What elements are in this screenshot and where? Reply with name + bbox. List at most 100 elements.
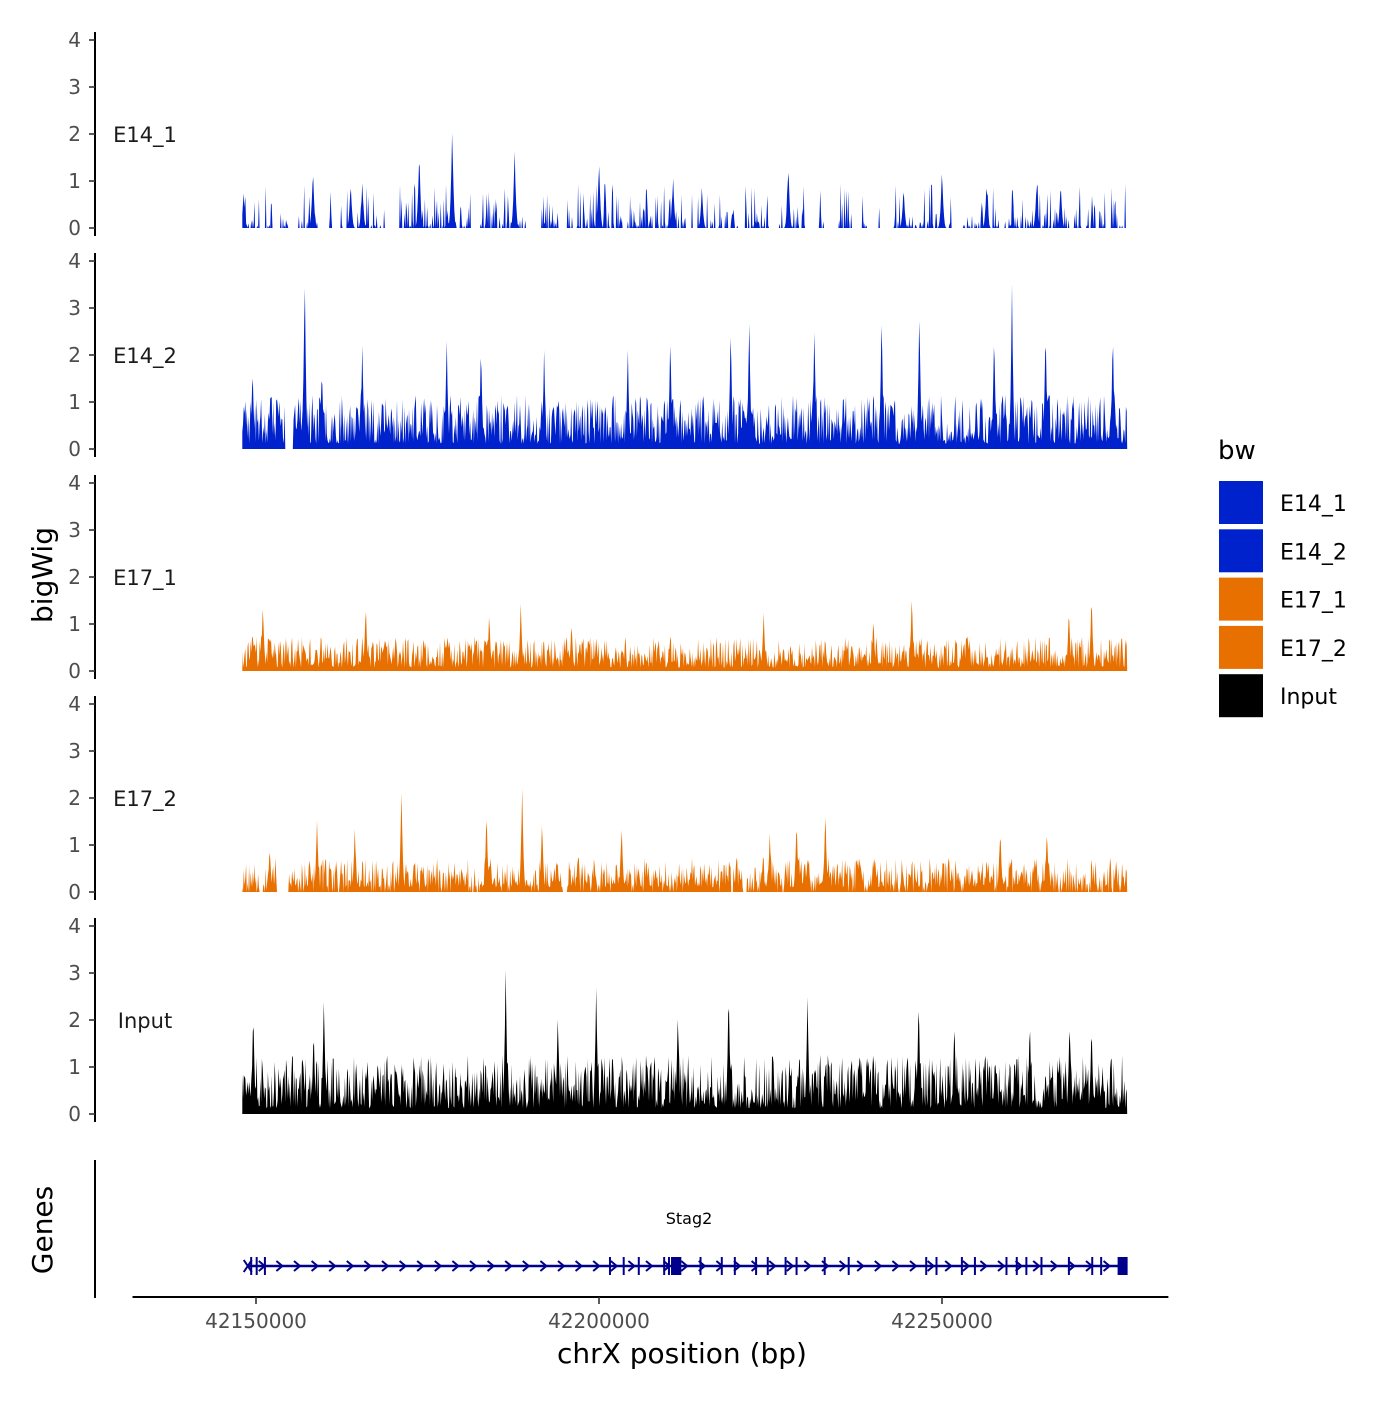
y-tick-label: 2 bbox=[68, 786, 81, 810]
y-tick-label: 0 bbox=[68, 1102, 81, 1126]
legend-label: E17_2 bbox=[1280, 637, 1347, 662]
strand-arrow bbox=[434, 1260, 443, 1272]
track-label: E17_1 bbox=[113, 566, 177, 591]
legend-swatch bbox=[1219, 481, 1263, 524]
strand-arrow bbox=[539, 1260, 548, 1272]
exon-block bbox=[1117, 1257, 1128, 1275]
strand-arrow bbox=[1032, 1260, 1041, 1272]
y-tick-label: 4 bbox=[68, 28, 81, 52]
strand-arrow bbox=[750, 1260, 760, 1272]
y-tick-label: 0 bbox=[68, 880, 81, 904]
bigwig-tracks: 0 1 2 3 4 E14_1 0 1 2 3 4 E14_2 0 1 2 3 4 E17_1 0 1 2 3 4 E17_2… bbox=[68, 28, 1128, 1126]
y-tick-label: 1 bbox=[68, 612, 81, 636]
signal-area-E14_1 bbox=[242, 133, 1128, 228]
strand-arrow bbox=[997, 1260, 1006, 1272]
strand-arrow bbox=[874, 1260, 883, 1272]
strand-arrow bbox=[574, 1260, 584, 1272]
track-panel: 0 1 2 3 4 E14_2 bbox=[68, 249, 1128, 461]
y-tick-label: 1 bbox=[68, 1055, 81, 1079]
legend-swatch bbox=[1219, 625, 1263, 669]
strand-arrow bbox=[504, 1260, 513, 1272]
strand-arrow bbox=[293, 1260, 302, 1272]
strand-arrow bbox=[381, 1260, 390, 1272]
strand-arrow bbox=[416, 1260, 425, 1272]
signal-area-Input bbox=[242, 970, 1128, 1114]
strand-arrow bbox=[645, 1260, 654, 1272]
signal-area-E14_2 bbox=[242, 284, 1128, 449]
strand-arrow bbox=[486, 1260, 496, 1272]
x-axis: 42150000 42200000 42250000 bbox=[132, 1296, 1169, 1333]
exon-block bbox=[671, 1257, 682, 1275]
track-panel: 0 1 2 3 4 E17_1 bbox=[68, 471, 1128, 683]
strand-arrow bbox=[891, 1260, 900, 1272]
legend-swatch bbox=[1219, 674, 1263, 718]
strand-arrow bbox=[522, 1260, 531, 1272]
strand-arrow bbox=[627, 1260, 636, 1272]
strand-arrow bbox=[680, 1260, 689, 1272]
strand-arrow bbox=[363, 1260, 372, 1272]
signal-area-E17_1 bbox=[242, 600, 1128, 671]
strand-arrow bbox=[768, 1260, 777, 1272]
y-tick-label: 3 bbox=[68, 739, 81, 763]
x-tick-label: 42250000 bbox=[891, 1309, 993, 1333]
signal-area-E17_2 bbox=[242, 788, 1128, 892]
legend-swatch bbox=[1219, 577, 1263, 621]
y-tick-label: 2 bbox=[68, 122, 81, 146]
legend-label: E14_1 bbox=[1280, 492, 1347, 517]
strand-arrow bbox=[909, 1260, 918, 1272]
legend: bw E14_1 E14_2 E17_1 E17_2 Input bbox=[1218, 436, 1347, 718]
strand-arrow bbox=[346, 1260, 355, 1272]
strand-arrow bbox=[856, 1260, 865, 1272]
y-tick-label: 2 bbox=[68, 1008, 81, 1032]
track-label: E14_2 bbox=[113, 344, 177, 369]
strand-arrow bbox=[398, 1260, 408, 1272]
y-tick-label: 3 bbox=[68, 75, 81, 99]
strand-arrow bbox=[451, 1260, 460, 1272]
strand-arrow bbox=[310, 1260, 320, 1272]
track-label: E17_2 bbox=[113, 787, 177, 812]
strand-arrow bbox=[328, 1260, 337, 1272]
strand-arrow bbox=[469, 1260, 478, 1272]
strand-arrow bbox=[592, 1260, 601, 1272]
y-tick-label: 0 bbox=[68, 437, 81, 461]
legend-swatch bbox=[1219, 529, 1263, 573]
y-tick-label: 4 bbox=[68, 914, 81, 938]
track-label: Input bbox=[118, 1009, 172, 1033]
x-axis-title: chrX position (bp) bbox=[557, 1337, 807, 1370]
gene: Stag2 bbox=[242, 1209, 1128, 1275]
strand-arrow bbox=[1102, 1260, 1112, 1272]
legend-title: bw bbox=[1218, 436, 1256, 466]
track-panel: 0 1 2 3 4 E14_1 bbox=[68, 28, 1128, 240]
strand-arrow bbox=[786, 1260, 795, 1272]
gene-label: Stag2 bbox=[666, 1209, 713, 1228]
strand-arrow bbox=[557, 1260, 566, 1272]
genes-axis-title: Genes bbox=[26, 1186, 59, 1274]
strand-arrow bbox=[979, 1260, 988, 1272]
track-label: E14_1 bbox=[113, 123, 177, 148]
x-tick-label: 42200000 bbox=[548, 1309, 650, 1333]
strand-arrow bbox=[926, 1260, 936, 1272]
strand-arrow bbox=[944, 1260, 953, 1272]
strand-arrow bbox=[1050, 1260, 1059, 1272]
strand-arrow bbox=[838, 1260, 848, 1272]
strand-arrow bbox=[275, 1260, 284, 1272]
y-tick-label: 3 bbox=[68, 296, 81, 320]
x-tick-label: 42150000 bbox=[205, 1309, 307, 1333]
strand-arrow bbox=[1067, 1260, 1076, 1272]
strand-arrow bbox=[803, 1260, 812, 1272]
legend-label: E17_1 bbox=[1280, 589, 1347, 614]
strand-arrow bbox=[610, 1260, 619, 1272]
y-tick-label: 4 bbox=[68, 249, 81, 273]
y-tick-label: 1 bbox=[68, 390, 81, 414]
y-tick-label: 3 bbox=[68, 961, 81, 985]
y-tick-label: 4 bbox=[68, 471, 81, 495]
y-tick-label: 1 bbox=[68, 833, 81, 857]
y-tick-label: 2 bbox=[68, 343, 81, 367]
gene-track: Stag2 bbox=[94, 1160, 1128, 1298]
legend-label: E14_2 bbox=[1280, 540, 1347, 565]
y-tick-label: 2 bbox=[68, 565, 81, 589]
track-panel: 0 1 2 3 4 E17_2 bbox=[68, 692, 1128, 904]
y-tick-label: 1 bbox=[68, 169, 81, 193]
gene-start bbox=[242, 1259, 253, 1273]
